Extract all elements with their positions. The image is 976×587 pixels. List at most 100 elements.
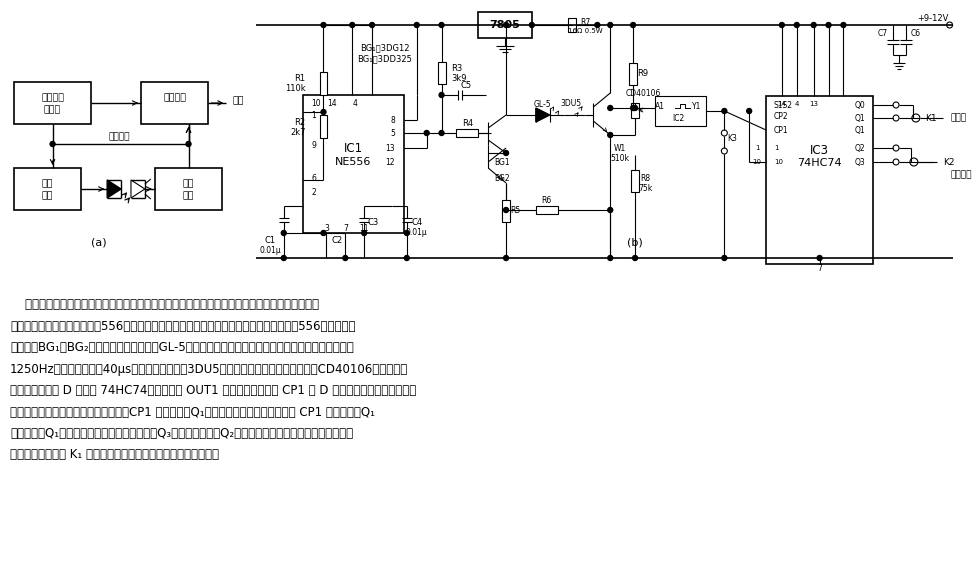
Text: 10: 10 xyxy=(311,99,321,107)
Bar xyxy=(14,168,81,210)
Text: 11: 11 xyxy=(359,224,369,232)
Text: 1: 1 xyxy=(774,145,779,151)
Text: 12: 12 xyxy=(386,157,395,167)
Circle shape xyxy=(817,255,822,261)
Text: 3k9: 3k9 xyxy=(452,73,467,83)
Text: 9: 9 xyxy=(311,140,316,150)
Text: IC3: IC3 xyxy=(810,143,829,157)
Circle shape xyxy=(321,110,326,114)
Text: 1250Hz，单稳脉宽约为40μs。红外接收三极管3DU5完成光电转换，经施密特触发器CD40106放大整形。: 1250Hz，单稳脉宽约为40μs。红外接收三极管3DU5完成光电转换，经施密特… xyxy=(10,363,408,376)
Text: 放大: 放大 xyxy=(183,191,194,201)
Text: 解调电路采用双 D 触发器 74HC74，利用发端 OUT1 同步信号作为时钟 CP1 和 D 触发器的延时触发，完成解: 解调电路采用双 D 触发器 74HC74，利用发端 OUT1 同步信号作为时钟 … xyxy=(10,384,416,397)
Text: CP1: CP1 xyxy=(774,126,789,134)
Bar xyxy=(303,95,404,233)
Text: 2: 2 xyxy=(311,187,316,197)
Text: CP2: CP2 xyxy=(774,112,789,120)
Text: 16Ω 0.5W: 16Ω 0.5W xyxy=(568,28,603,34)
Text: CD40106: CD40106 xyxy=(626,89,661,97)
Bar xyxy=(319,72,327,95)
Text: +9-12V: +9-12V xyxy=(917,14,949,22)
Text: Q̄1: Q̄1 xyxy=(855,113,866,123)
Text: Q1: Q1 xyxy=(855,126,866,134)
Text: 滤波解调: 滤波解调 xyxy=(163,93,186,103)
Bar xyxy=(437,62,445,84)
Circle shape xyxy=(343,255,347,261)
Circle shape xyxy=(608,255,613,261)
Circle shape xyxy=(630,22,635,28)
Text: 调制脉冲: 调制脉冲 xyxy=(41,93,64,103)
Text: 1: 1 xyxy=(754,145,759,151)
Text: 14: 14 xyxy=(778,101,787,107)
Text: 10: 10 xyxy=(752,159,761,165)
Circle shape xyxy=(439,93,444,97)
Text: 大、解调器组成。双时基电路556的一半接成多谐振荡器，输出脉冲触发接成单稳的另一半556，产生的调: 大、解调器组成。双时基电路556的一半接成多谐振荡器，输出脉冲触发接成单稳的另一… xyxy=(10,319,355,332)
Circle shape xyxy=(529,22,534,28)
Text: 0.01μ: 0.01μ xyxy=(406,228,427,237)
Text: R3: R3 xyxy=(452,63,463,73)
Circle shape xyxy=(414,22,420,28)
Text: 7: 7 xyxy=(817,264,822,272)
Polygon shape xyxy=(131,180,144,198)
Text: BG2: BG2 xyxy=(494,174,509,183)
Circle shape xyxy=(722,109,727,113)
Bar xyxy=(457,129,478,137)
Bar xyxy=(568,18,576,32)
Circle shape xyxy=(439,22,444,28)
Text: R7: R7 xyxy=(581,18,590,26)
Circle shape xyxy=(780,22,785,28)
Text: 功率: 功率 xyxy=(42,180,54,188)
Text: 记忆输出: 记忆输出 xyxy=(951,170,972,180)
Text: C1: C1 xyxy=(264,235,275,245)
Circle shape xyxy=(608,106,613,110)
Bar xyxy=(319,115,327,138)
Text: W1: W1 xyxy=(614,143,627,153)
Bar xyxy=(155,168,223,210)
Text: (a): (a) xyxy=(92,237,107,247)
Circle shape xyxy=(281,231,286,235)
Circle shape xyxy=(608,133,613,137)
Text: 510k: 510k xyxy=(611,153,630,163)
Text: 13: 13 xyxy=(809,101,818,107)
Text: 3DU5: 3DU5 xyxy=(560,99,581,107)
Bar xyxy=(631,170,639,192)
Circle shape xyxy=(632,255,637,261)
Text: 呢高电平。Q₁动作一次，表示遥光一次。只要Q₃有正脉冲出现，Q₂便被触发，产生高电平输出，可作为报: 呢高电平。Q₁动作一次，表示遥光一次。只要Q₃有正脉冲出现，Q₂便被触发，产生高… xyxy=(10,427,353,440)
Text: S1S2: S1S2 xyxy=(774,100,793,110)
Circle shape xyxy=(321,22,326,28)
Text: K2: K2 xyxy=(943,157,955,167)
Bar xyxy=(630,63,637,85)
Text: Q̄3: Q̄3 xyxy=(855,157,866,167)
Circle shape xyxy=(186,141,191,147)
Text: R6: R6 xyxy=(542,195,551,204)
Circle shape xyxy=(608,207,613,212)
Text: 制脉冲经BG₁、BG₂放大，驱动发光二极管GL-5发出脉冲红外线波。图中参数多谐振荡器振荡频率约为: 制脉冲经BG₁、BG₂放大，驱动发光二极管GL-5发出脉冲红外线波。图中参数多谐… xyxy=(10,341,353,354)
Text: GL-5: GL-5 xyxy=(534,100,551,109)
Text: A1: A1 xyxy=(655,102,665,110)
Text: K3: K3 xyxy=(727,133,737,143)
Text: 7805: 7805 xyxy=(490,20,520,30)
Text: R8: R8 xyxy=(640,174,650,183)
Text: 警信号，直到按压 K₁ 才解除。该电路工作可靠，抗干扰能力强。: 警信号，直到按压 K₁ 才解除。该电路工作可靠，抗干扰能力强。 xyxy=(10,448,219,461)
Circle shape xyxy=(504,22,508,28)
Bar xyxy=(14,82,92,124)
Text: NE556: NE556 xyxy=(335,157,372,167)
Text: Y1: Y1 xyxy=(692,102,702,110)
Text: 发生器: 发生器 xyxy=(44,106,61,114)
Text: C2: C2 xyxy=(332,235,343,245)
Circle shape xyxy=(594,22,600,28)
Text: 10: 10 xyxy=(774,159,783,165)
Circle shape xyxy=(281,255,286,261)
Text: 14: 14 xyxy=(328,99,338,107)
Bar xyxy=(502,200,510,222)
Text: 1: 1 xyxy=(311,110,316,120)
Text: Q0: Q0 xyxy=(855,100,866,110)
Text: R4: R4 xyxy=(462,119,473,127)
Circle shape xyxy=(321,231,326,235)
Text: IC2: IC2 xyxy=(672,113,685,123)
Bar xyxy=(655,96,707,126)
Circle shape xyxy=(439,130,444,136)
Text: 75k: 75k xyxy=(638,184,652,193)
Text: BG₁：3DD325: BG₁：3DD325 xyxy=(357,55,413,63)
Circle shape xyxy=(504,150,508,156)
Text: 0.01μ: 0.01μ xyxy=(259,245,281,255)
